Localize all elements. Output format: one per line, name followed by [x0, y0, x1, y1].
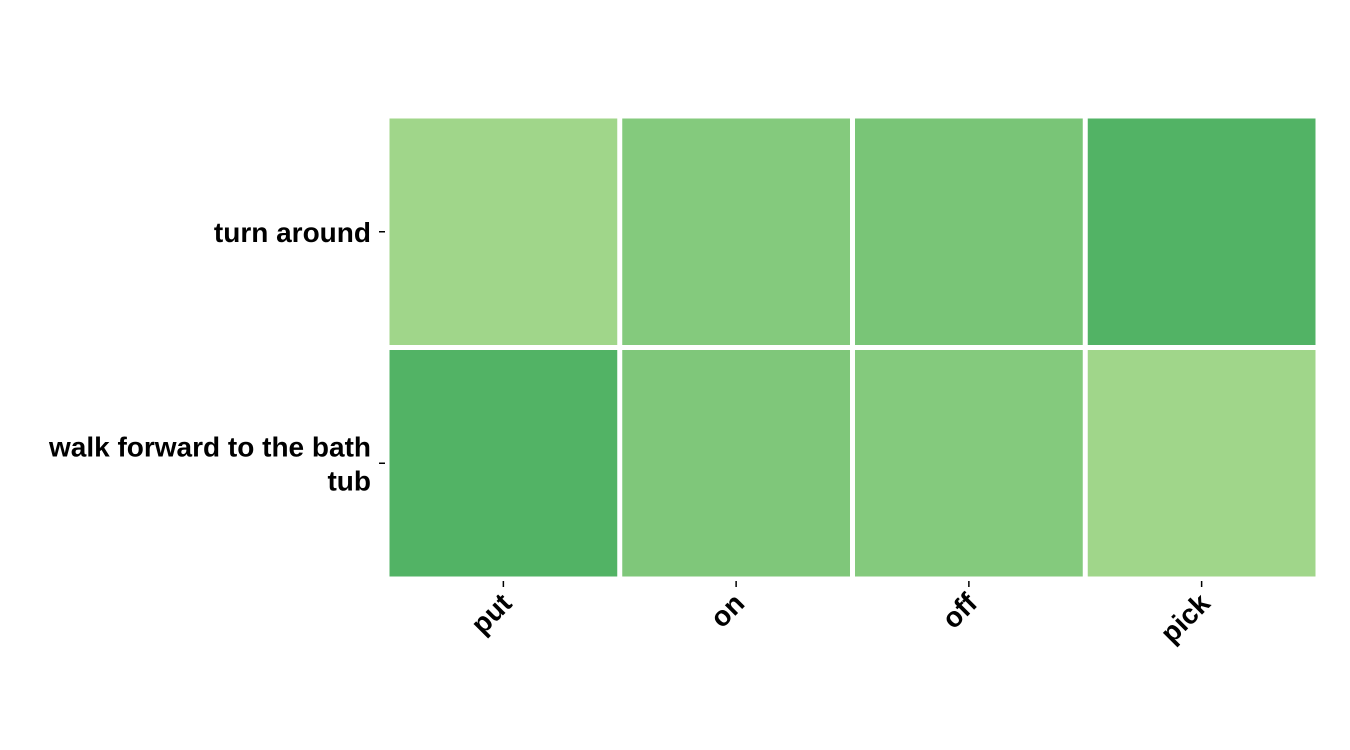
heatmap-cell-r0-c0 — [389, 118, 618, 345]
heatmap-cell-r0-c1 — [622, 118, 850, 345]
row-labels: turn around walk forward to the bath tub — [48, 217, 371, 497]
column-ticks — [502, 581, 1203, 587]
row-label-0: turn around — [214, 217, 371, 248]
heatmap-cell-r1-c0 — [389, 350, 618, 577]
column-label-1: on — [704, 587, 750, 633]
heatmap-cell-r1-c2 — [855, 350, 1083, 577]
column-label-0: put — [465, 587, 518, 640]
column-label-3: pick — [1154, 587, 1216, 649]
row-ticks — [379, 231, 385, 464]
heatmap-cell-r0-c3 — [1087, 118, 1316, 345]
heatmap-cell-r1-c3 — [1087, 350, 1316, 577]
heatmap-cell-r1-c1 — [622, 350, 850, 577]
column-labels: put on off pick — [465, 587, 1216, 649]
column-label-2: off — [936, 587, 984, 635]
row-label-1: walk forward to the bath tub — [48, 431, 371, 496]
heatmap-cell-r0-c2 — [855, 118, 1083, 345]
heatmap-cells — [389, 118, 1316, 577]
